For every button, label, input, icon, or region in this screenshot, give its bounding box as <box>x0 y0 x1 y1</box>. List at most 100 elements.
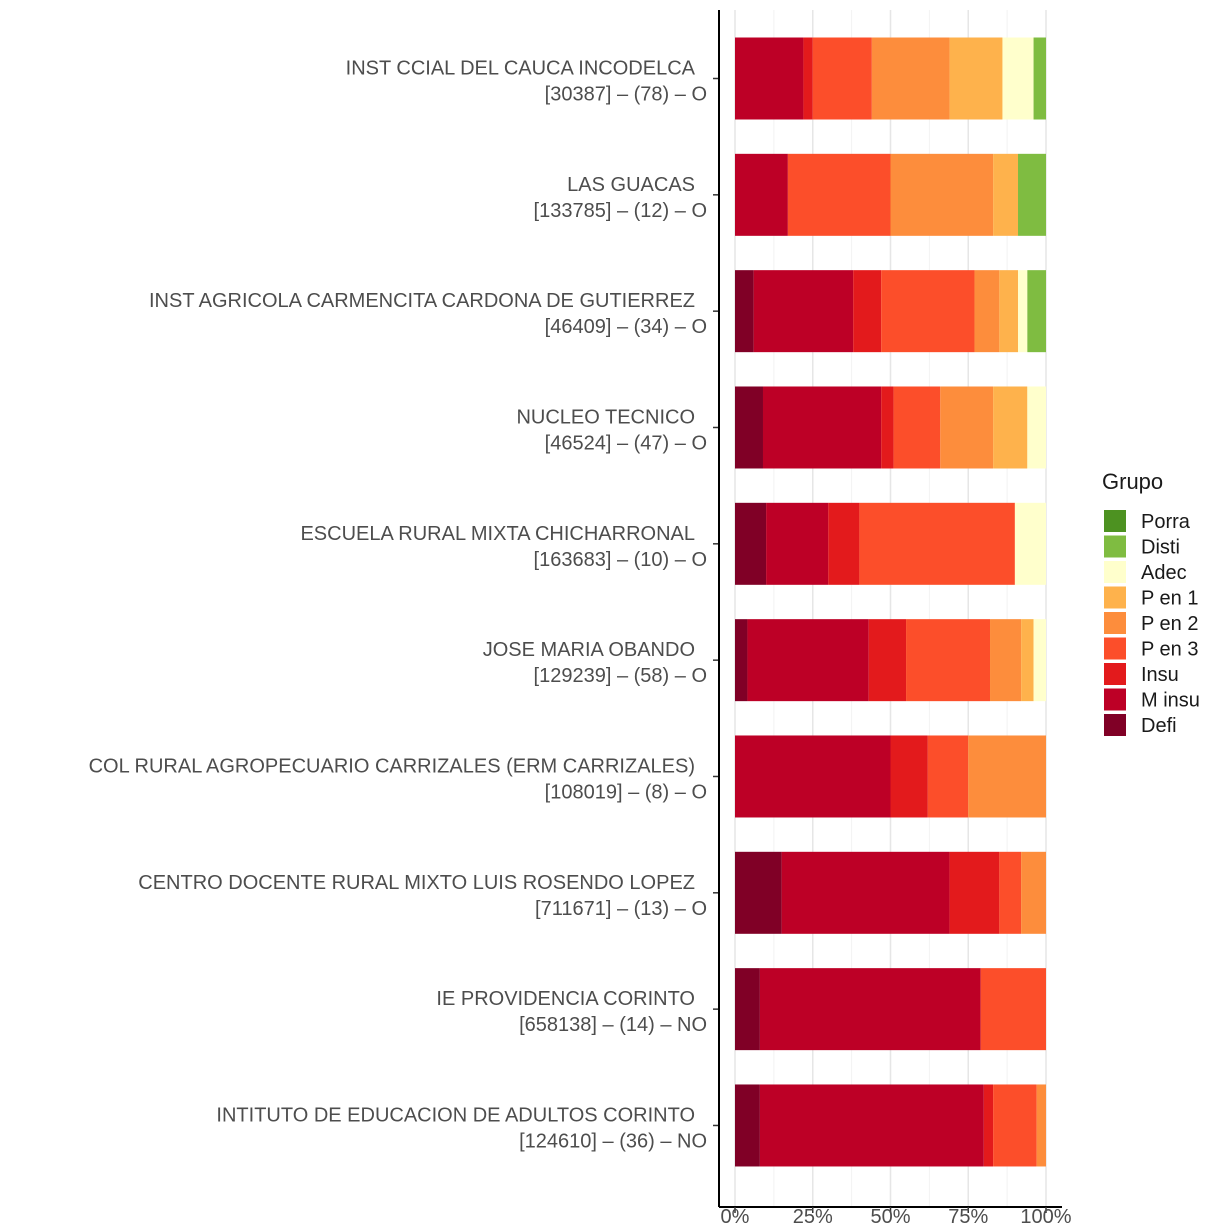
bar-segment <box>1021 852 1046 934</box>
legend-swatch <box>1104 587 1126 609</box>
bar-segment <box>735 619 747 701</box>
bar-segment <box>881 386 893 468</box>
category-sublabel: [658138] – (14) – NO <box>519 1014 707 1036</box>
legend-label: Disti <box>1141 537 1180 559</box>
bar-segment <box>993 1084 1037 1166</box>
category-label: INTITUTO DE EDUCACION DE ADULTOS CORINTO <box>216 1104 695 1126</box>
category-sublabel: [30387] – (78) – O <box>545 84 707 106</box>
legend-swatch <box>1104 638 1126 660</box>
legend-label: P en 3 <box>1141 639 1198 661</box>
legend-label: Defi <box>1141 715 1177 737</box>
category-sublabel: [129239] – (58) – O <box>534 665 707 687</box>
bar-segment <box>1034 619 1046 701</box>
bar-segment <box>735 270 754 352</box>
category-label: NUCLEO TECNICO <box>516 406 695 428</box>
bar-segment <box>813 38 872 120</box>
category-label: COL RURAL AGROPECUARIO CARRIZALES (ERM C… <box>89 755 695 777</box>
bar-segment <box>735 386 763 468</box>
legend-label: P en 2 <box>1141 613 1198 635</box>
bar-segment <box>1018 154 1046 236</box>
legend: Grupo Porra Disti Adec P en 1 P en 2 P en 3 Ins… <box>1102 469 1200 737</box>
category-labels: INST CCIAL DEL CAUCA INCODELCA [30387] – … <box>89 58 707 1153</box>
bar-segment <box>735 503 766 585</box>
legend-swatch <box>1104 663 1126 685</box>
bar-segment <box>735 38 803 120</box>
bar-segment <box>968 735 1046 817</box>
bar-segment <box>981 968 1046 1050</box>
bar-segment <box>1034 38 1046 120</box>
legend-title: Grupo <box>1102 469 1163 494</box>
category-sublabel: [108019] – (8) – O <box>545 781 707 803</box>
bar-segment <box>782 852 950 934</box>
bar-segment <box>1021 619 1033 701</box>
bar-segment <box>940 386 993 468</box>
bar-segment <box>766 503 828 585</box>
bar-segment <box>1018 270 1027 352</box>
category-sublabel: [133785] – (12) – O <box>534 200 707 222</box>
legend-swatch <box>1104 561 1126 583</box>
category-sublabel: [711671] – (13) – O <box>535 898 707 920</box>
legend-label: Adec <box>1141 562 1187 584</box>
x-tick-label: 25% <box>793 1206 833 1227</box>
category-sublabel: [124610] – (36) – NO <box>519 1130 707 1152</box>
legend-swatch <box>1104 689 1126 711</box>
bar-segment <box>993 154 1018 236</box>
category-sublabel: [46524] – (47) – O <box>545 432 707 454</box>
category-sublabel: [163683] – (10) – O <box>534 549 707 571</box>
bar-segment <box>906 619 990 701</box>
legend-label: P en 1 <box>1141 588 1198 610</box>
bar-segment <box>869 619 906 701</box>
bar-segment <box>853 270 881 352</box>
bar-segment <box>735 852 782 934</box>
category-sublabel: [46409] – (34) – O <box>545 316 707 338</box>
bar-segment <box>993 386 1027 468</box>
bar-segment <box>984 1084 993 1166</box>
category-label: ESCUELA RURAL MIXTA CHICHARRONAL <box>300 523 695 545</box>
legend-swatch <box>1104 714 1126 736</box>
bar-segment <box>760 1084 984 1166</box>
bar-segment <box>999 270 1018 352</box>
bar-segment <box>1015 503 1046 585</box>
category-label: LAS GUACAS <box>567 174 695 196</box>
category-label: IE PROVIDENCIA CORINTO <box>436 988 695 1010</box>
bar-segment <box>747 619 868 701</box>
bar-segment <box>1027 270 1046 352</box>
bar-segment <box>760 968 981 1050</box>
bar-segment <box>990 619 1021 701</box>
category-label: INST CCIAL DEL CAUCA INCODELCA <box>346 58 696 80</box>
bar-segment <box>1027 386 1046 468</box>
legend-label: M insu <box>1141 690 1200 712</box>
bar-segment <box>928 735 968 817</box>
bar-segment <box>891 735 928 817</box>
bar-segment <box>872 38 950 120</box>
category-label: INST AGRICOLA CARMENCITA CARDONA DE GUTI… <box>149 290 695 312</box>
legend-swatch <box>1104 536 1126 558</box>
bar-segment <box>763 386 881 468</box>
bar-segment <box>950 38 1003 120</box>
bar-segment <box>1002 38 1033 120</box>
bar-segment <box>788 154 891 236</box>
x-tick-label: 50% <box>870 1206 910 1227</box>
legend-label: Insu <box>1141 664 1179 686</box>
bar-segment <box>881 270 974 352</box>
bar-segment <box>735 735 891 817</box>
bar-segment <box>859 503 1015 585</box>
x-tick-label: 100% <box>1020 1206 1071 1227</box>
legend-swatch <box>1104 612 1126 634</box>
bar-segment <box>891 154 994 236</box>
bar-segment <box>735 154 788 236</box>
bar-segment <box>999 852 1021 934</box>
category-label: JOSE MARIA OBANDO <box>483 639 695 661</box>
x-tick-label: 75% <box>948 1206 988 1227</box>
bar-segment <box>735 1084 760 1166</box>
bar-segment <box>1037 1084 1046 1166</box>
bar-segment <box>735 968 760 1050</box>
x-tick-label: 0% <box>721 1206 750 1227</box>
x-axis-ticks: 0% 25% 50% 75% 100% <box>721 1206 1072 1227</box>
bar-segment <box>803 38 812 120</box>
legend-swatch <box>1104 510 1126 532</box>
legend-label: Porra <box>1141 511 1191 533</box>
bar-segment <box>894 386 941 468</box>
bar-segment <box>950 852 1000 934</box>
